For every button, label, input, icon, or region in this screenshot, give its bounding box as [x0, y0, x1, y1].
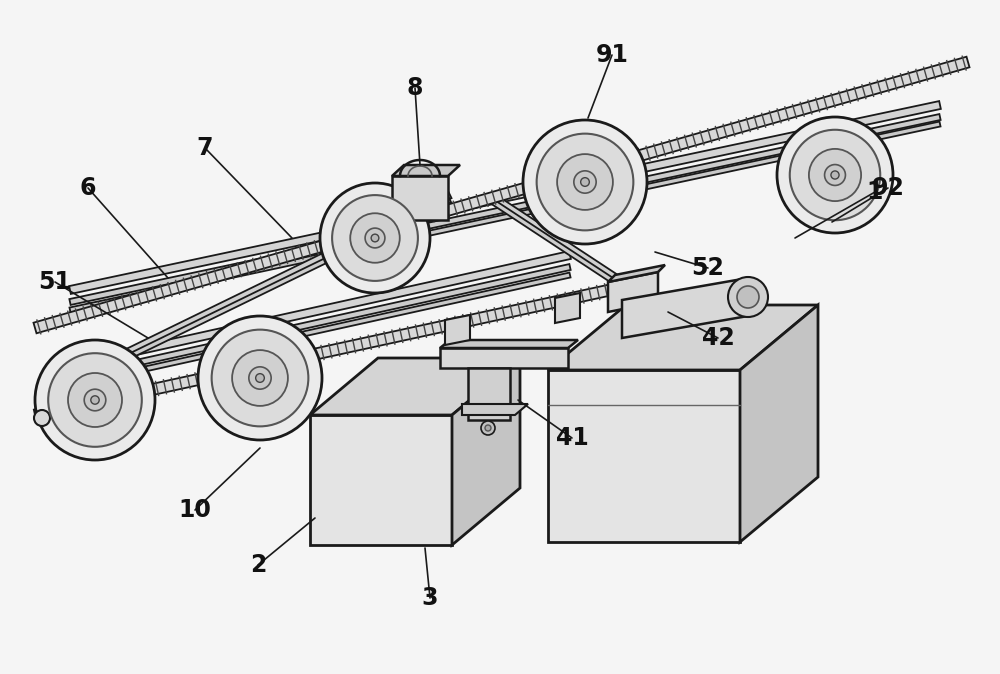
Polygon shape [48, 192, 452, 393]
Polygon shape [392, 176, 448, 220]
Polygon shape [555, 293, 580, 323]
Polygon shape [452, 358, 520, 545]
Polygon shape [440, 348, 568, 368]
Circle shape [574, 171, 596, 193]
Polygon shape [462, 404, 528, 415]
Circle shape [48, 353, 142, 447]
Circle shape [581, 178, 589, 186]
Circle shape [332, 195, 418, 281]
Text: 41: 41 [556, 426, 588, 450]
Circle shape [809, 149, 861, 201]
Circle shape [523, 120, 647, 244]
Polygon shape [310, 415, 452, 545]
Circle shape [320, 183, 430, 293]
Polygon shape [310, 358, 520, 415]
Circle shape [365, 228, 385, 248]
Circle shape [485, 425, 491, 431]
Text: 51: 51 [39, 270, 71, 294]
Polygon shape [33, 57, 970, 333]
Circle shape [249, 367, 271, 389]
Circle shape [35, 340, 155, 460]
Circle shape [737, 286, 759, 308]
Circle shape [350, 213, 400, 263]
Polygon shape [392, 165, 460, 176]
Circle shape [790, 130, 880, 220]
Polygon shape [740, 305, 818, 542]
Circle shape [232, 350, 288, 406]
Circle shape [256, 373, 264, 382]
Polygon shape [608, 265, 665, 282]
Polygon shape [49, 251, 571, 374]
Circle shape [537, 133, 633, 231]
Circle shape [481, 421, 495, 435]
Polygon shape [548, 305, 818, 370]
Circle shape [777, 117, 893, 233]
Circle shape [825, 164, 845, 185]
Text: 52: 52 [692, 256, 724, 280]
Circle shape [34, 410, 50, 426]
Text: 42: 42 [702, 326, 734, 350]
Polygon shape [548, 370, 740, 542]
Polygon shape [468, 368, 510, 420]
Polygon shape [489, 198, 681, 327]
Circle shape [198, 316, 322, 440]
Text: 7: 7 [197, 136, 213, 160]
Polygon shape [69, 114, 941, 305]
Polygon shape [69, 121, 941, 313]
Polygon shape [49, 264, 571, 385]
Text: 91: 91 [596, 43, 628, 67]
Circle shape [831, 171, 839, 179]
Circle shape [557, 154, 613, 210]
Circle shape [371, 234, 379, 242]
Text: 92: 92 [872, 176, 904, 200]
Circle shape [212, 330, 308, 427]
Polygon shape [608, 272, 658, 312]
Circle shape [728, 277, 768, 317]
Text: 3: 3 [422, 586, 438, 610]
Polygon shape [488, 192, 682, 323]
Polygon shape [622, 278, 748, 338]
Circle shape [84, 389, 106, 410]
Polygon shape [445, 315, 470, 345]
Polygon shape [49, 197, 451, 397]
Circle shape [91, 396, 99, 404]
Text: 10: 10 [179, 498, 211, 522]
Text: 2: 2 [250, 553, 266, 577]
Text: 1: 1 [867, 180, 883, 204]
Polygon shape [69, 101, 941, 294]
Text: 6: 6 [80, 176, 96, 200]
Text: 8: 8 [407, 76, 423, 100]
Polygon shape [440, 340, 578, 348]
Circle shape [68, 373, 122, 427]
Polygon shape [34, 284, 611, 421]
Polygon shape [49, 272, 571, 392]
